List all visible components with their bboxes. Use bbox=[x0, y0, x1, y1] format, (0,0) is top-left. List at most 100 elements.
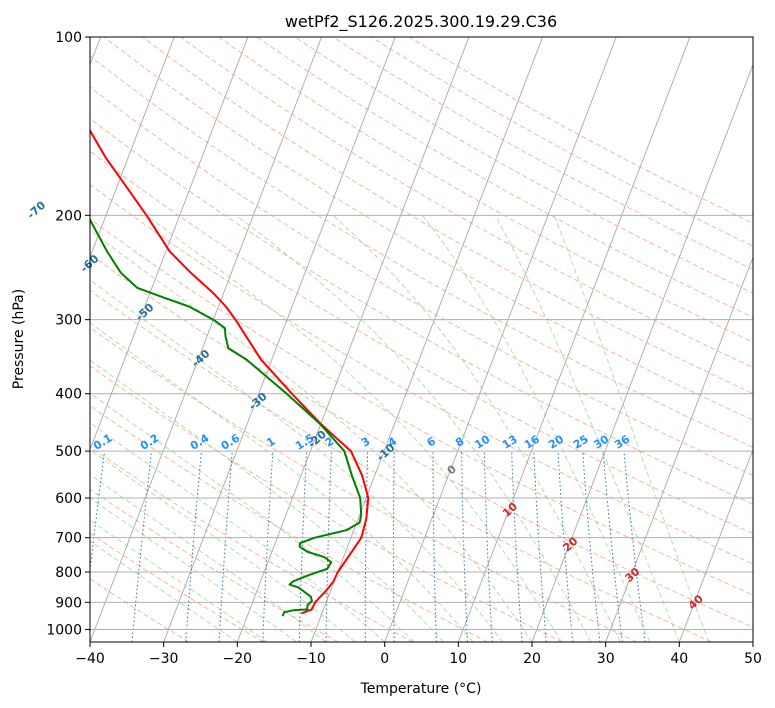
dry-adiabat bbox=[90, 365, 563, 642]
mixing-ratio-line bbox=[582, 451, 601, 642]
y-tick-label: 1000 bbox=[46, 622, 82, 638]
mixing-ratio-label: 0.2 bbox=[138, 431, 161, 452]
y-tick-label: 200 bbox=[55, 208, 82, 224]
x-tick-label: −10 bbox=[296, 651, 326, 667]
mixing-ratio-label: 0.6 bbox=[219, 431, 243, 453]
x-tick-label: 10 bbox=[449, 651, 467, 667]
moist-adiabat bbox=[90, 279, 503, 642]
mixing-ratio-line bbox=[461, 451, 468, 642]
dry-adiabat bbox=[294, 37, 753, 294]
moist-adiabat bbox=[90, 359, 444, 642]
y-tick-label: 900 bbox=[55, 595, 82, 611]
dry-adiabat bbox=[218, 37, 753, 343]
moist-adiabat bbox=[421, 214, 651, 642]
dry-adiabat bbox=[90, 326, 638, 642]
dry-adiabat bbox=[256, 37, 753, 318]
moist-adiabat bbox=[553, 215, 710, 642]
y-tick-label: 600 bbox=[55, 491, 82, 507]
mixing-ratio-label: 16 bbox=[522, 432, 542, 451]
x-tick-label: 30 bbox=[597, 651, 615, 667]
isotherm-line bbox=[605, 255, 753, 642]
mixing-ratio-label: 6 bbox=[425, 434, 439, 449]
dry-adiabat bbox=[103, 37, 753, 421]
dry-adiabat bbox=[90, 55, 753, 448]
dry-adiabat bbox=[180, 37, 753, 369]
isotherm-line bbox=[457, 37, 691, 642]
mixing-ratio-line bbox=[483, 451, 493, 642]
y-tick-label: 500 bbox=[55, 444, 82, 460]
x-tick-label: 40 bbox=[670, 651, 688, 667]
temperature-profile-line bbox=[90, 128, 370, 615]
moist-adiabat bbox=[90, 474, 327, 642]
y-tick-label: 300 bbox=[55, 313, 82, 329]
mixing-ratio-line bbox=[131, 451, 152, 642]
dry-adiabat bbox=[90, 289, 712, 642]
moist-adiabat bbox=[332, 214, 621, 642]
dry-adiabat bbox=[90, 150, 753, 535]
mixing-ratio-label: 13 bbox=[500, 433, 520, 452]
y-tick-label: 800 bbox=[55, 565, 82, 581]
dewpoint-profile-line bbox=[90, 217, 363, 617]
mixing-ratio-line bbox=[392, 451, 395, 642]
isotherm-line bbox=[531, 63, 753, 642]
moist-adiabat bbox=[90, 519, 268, 642]
isotherm-line bbox=[310, 37, 544, 642]
isotherm-label: -70 bbox=[25, 198, 49, 221]
mixing-ratio-label: 36 bbox=[612, 432, 632, 451]
profiles bbox=[90, 128, 370, 617]
dry-adiabat bbox=[90, 218, 753, 596]
mixing-ratio-line bbox=[623, 451, 646, 642]
mixing-ratio-line bbox=[262, 451, 274, 642]
moist-adiabat bbox=[90, 422, 386, 642]
x-axis-label: Temperature (°C) bbox=[360, 681, 482, 697]
background-lines bbox=[90, 37, 753, 642]
mixing-ratio-label: 3 bbox=[359, 435, 372, 450]
mixing-ratio-line bbox=[325, 451, 332, 642]
x-tick-label: −20 bbox=[223, 651, 253, 667]
mixing-ratio-label: 1 bbox=[264, 435, 277, 450]
dry-adiabat bbox=[90, 405, 488, 642]
moist-adiabat bbox=[235, 214, 592, 642]
mixing-ratio-line bbox=[602, 451, 623, 642]
mixing-ratio-line bbox=[364, 451, 369, 642]
moist-adiabat bbox=[494, 215, 680, 642]
moist-adiabat bbox=[90, 392, 415, 642]
dry-adiabat bbox=[409, 37, 753, 224]
moist-adiabat bbox=[146, 214, 562, 642]
plot-frame bbox=[89, 36, 754, 643]
isotherm-label: -50 bbox=[133, 301, 157, 324]
isotherm-label: 40 bbox=[686, 592, 706, 612]
moist-adiabat bbox=[90, 540, 238, 642]
y-tick-label: 700 bbox=[55, 531, 82, 547]
dry-adiabat bbox=[332, 37, 753, 270]
x-tick-label: −40 bbox=[75, 651, 105, 667]
chart-title: wetPf2_S126.2025.300.19.29.C36 bbox=[285, 12, 557, 32]
dry-adiabat bbox=[142, 37, 753, 395]
y-tick-label: 100 bbox=[55, 30, 82, 46]
x-tick-label: 0 bbox=[380, 651, 389, 667]
mixing-ratio-line bbox=[557, 451, 574, 642]
dry-adiabat bbox=[90, 118, 753, 505]
moist-adiabat bbox=[90, 497, 297, 642]
isotherm-line bbox=[90, 37, 323, 642]
dry-adiabat bbox=[90, 253, 753, 628]
isotherm-line bbox=[90, 37, 175, 259]
y-axis-label: Pressure (hPa) bbox=[11, 289, 27, 389]
dry-adiabat bbox=[90, 578, 190, 642]
isotherm-line bbox=[678, 448, 753, 642]
isotherm-label: 30 bbox=[622, 565, 642, 585]
mixing-ratio-label: 30 bbox=[591, 432, 611, 451]
isotherm-line bbox=[236, 37, 470, 642]
isotherm-label: 10 bbox=[500, 500, 520, 520]
isotherm-line bbox=[90, 37, 249, 451]
isotherm-line bbox=[384, 37, 617, 642]
dry-adiabat bbox=[90, 488, 339, 642]
mixing-ratio-label: 25 bbox=[571, 433, 591, 452]
mixing-ratio-line bbox=[185, 451, 202, 642]
x-tick-label: 50 bbox=[744, 651, 762, 667]
x-tick-label: −30 bbox=[149, 651, 179, 667]
isotherm-line bbox=[752, 640, 753, 642]
x-tick-label: 20 bbox=[523, 651, 541, 667]
